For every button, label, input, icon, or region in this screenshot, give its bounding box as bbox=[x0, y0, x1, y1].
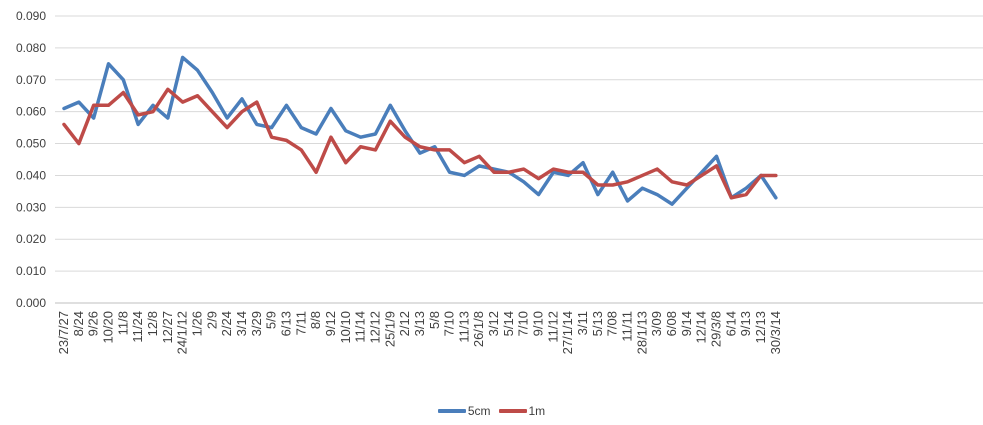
x-tick-label: 8/24 bbox=[71, 311, 86, 336]
gridlines bbox=[55, 15, 983, 272]
x-tick-label: 3/13 bbox=[412, 311, 427, 336]
x-tick-label: 9/12 bbox=[323, 311, 338, 336]
y-tick-label: 0.070 bbox=[16, 73, 46, 87]
x-tick-label: 3/14 bbox=[234, 311, 249, 336]
x-tick-label: 8/8 bbox=[308, 311, 323, 329]
x-tick-label: 12/12 bbox=[367, 311, 382, 344]
x-tick-label: 29/3/8 bbox=[709, 311, 724, 347]
legend-item-1m: 1m bbox=[498, 404, 546, 418]
x-tick-label: 25/1/9 bbox=[382, 311, 397, 347]
series-line-5cm bbox=[62, 55, 778, 206]
x-tick-label: 7/10 bbox=[442, 311, 457, 336]
x-tick-label: 3/09 bbox=[649, 311, 664, 336]
x-tick-label: 2/24 bbox=[219, 311, 234, 336]
x-tick-label: 11/12 bbox=[545, 311, 560, 343]
x-tick-label: 30/3/14 bbox=[768, 311, 783, 354]
y-tick-label: 0.020 bbox=[16, 232, 46, 246]
x-tick-label: 12/27 bbox=[160, 311, 175, 344]
x-tick-label: 9/14 bbox=[679, 311, 694, 336]
legend-item-5cm: 5cm bbox=[437, 404, 491, 418]
legend-label-5cm: 5cm bbox=[467, 404, 491, 418]
x-tick-label: 9/13 bbox=[738, 311, 753, 336]
y-tick-label: 0.090 bbox=[16, 9, 46, 23]
x-tick-label: 11/11 bbox=[620, 311, 635, 342]
x-tick-label: 27/1/14 bbox=[560, 311, 575, 354]
x-tick-label: 10/10 bbox=[338, 311, 353, 344]
x-tick-label: 12/14 bbox=[694, 311, 709, 344]
series-line-1m bbox=[62, 87, 778, 200]
x-tick-label: 7/08 bbox=[605, 311, 620, 336]
x-tick-label: 5/8 bbox=[427, 311, 442, 329]
legend-swatch-1m bbox=[498, 409, 527, 413]
y-tick-label: 0.010 bbox=[16, 264, 46, 278]
legend-swatch-5cm bbox=[437, 409, 466, 413]
x-tick-label: 3/12 bbox=[486, 311, 501, 336]
x-tick-label: 2/12 bbox=[397, 311, 412, 336]
x-tick-label: 5/9 bbox=[264, 311, 279, 329]
legend: 5cm 1m bbox=[0, 403, 983, 419]
x-tick-label: 11/24 bbox=[130, 311, 145, 343]
x-tick-label: 12/8 bbox=[145, 311, 160, 336]
x-tick-label: 9/26 bbox=[86, 311, 101, 336]
x-tick-label: 11/8 bbox=[115, 311, 130, 335]
y-tick-label: 0.030 bbox=[16, 200, 46, 214]
x-tick-label: 11/13 bbox=[456, 311, 471, 343]
y-axis-tick-labels: 0.000 0.010 0.020 0.030 0.040 0.050 0.060 0.070… bbox=[16, 9, 46, 310]
x-tick-label: 2/9 bbox=[204, 311, 219, 329]
x-tick-label: 26/1/8 bbox=[471, 311, 486, 347]
x-tick-label: 12/13 bbox=[753, 311, 768, 344]
x-tick-label: 5/13 bbox=[590, 311, 605, 336]
y-tick-label: 0.080 bbox=[16, 41, 46, 55]
x-tick-label: 1/26 bbox=[189, 311, 204, 336]
series-lines bbox=[62, 55, 778, 206]
legend-label-1m: 1m bbox=[528, 404, 546, 418]
x-tick-label: 23/7/27 bbox=[56, 311, 71, 354]
x-tick-label: 5/14 bbox=[501, 311, 516, 336]
x-axis-tick-labels: 23/7/27 8/24 9/26 10/20 11/8 11/24 12/8 12/27 24… bbox=[56, 311, 783, 354]
y-tick-label: 0.060 bbox=[16, 105, 46, 119]
x-tick-label: 3/29 bbox=[249, 311, 264, 336]
x-tick-label: 6/13 bbox=[278, 311, 293, 336]
x-tick-label: 3/11 bbox=[575, 311, 590, 335]
x-tick-label: 9/10 bbox=[531, 311, 546, 336]
y-tick-label: 0.000 bbox=[16, 296, 46, 310]
y-tick-label: 0.050 bbox=[16, 137, 46, 151]
x-tick-label: 28/1/13 bbox=[634, 311, 649, 354]
x-tick-label: 6/14 bbox=[723, 311, 738, 336]
x-tick-label: 7/10 bbox=[516, 311, 531, 336]
y-tick-label: 0.040 bbox=[16, 168, 46, 182]
x-tick-label: 24/1/12 bbox=[175, 311, 190, 354]
x-tick-label: 6/08 bbox=[664, 311, 679, 336]
x-tick-label: 7/11 bbox=[293, 311, 308, 335]
x-tick-label: 10/20 bbox=[100, 311, 115, 344]
x-tick-label: 11/14 bbox=[353, 311, 368, 343]
